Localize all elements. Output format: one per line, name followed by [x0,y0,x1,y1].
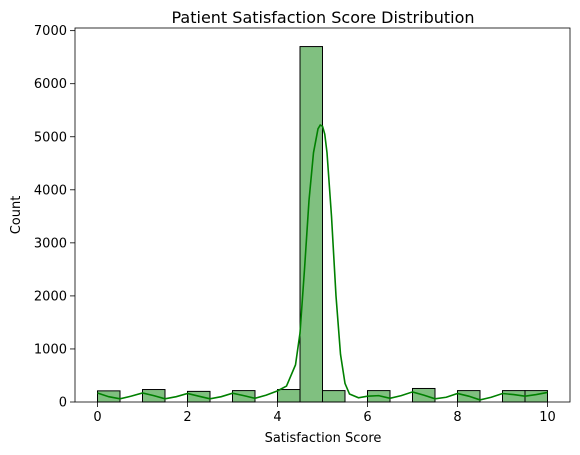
x-axis-label: Satisfaction Score [265,431,382,446]
x-tick-label: 6 [363,410,371,425]
x-tick-label: 8 [453,410,461,425]
histogram-bar [322,390,346,403]
y-tick-label: 4000 [34,183,67,198]
y-tick-label: 5000 [34,130,67,145]
x-axis: 0 2 4 6 8 10 [93,402,556,425]
histogram-bar [299,46,323,403]
x-tick-label: 0 [93,410,101,425]
histogram-bar [277,389,301,403]
chart-title: Patient Satisfaction Score Distribution [171,8,474,27]
y-tick-label: 7000 [34,24,67,39]
y-axis: 0 1000 2000 3000 4000 5000 6000 7000 [34,24,75,411]
y-tick-label: 1000 [34,342,67,357]
y-tick-label: 6000 [34,77,67,92]
x-tick-label: 2 [183,410,191,425]
x-tick-label: 10 [539,410,556,425]
plot-area [74,27,571,403]
plot-frame [74,27,571,403]
y-tick-label: 3000 [34,236,67,251]
y-tick-label: 2000 [34,289,67,304]
y-tick-label: 0 [59,396,67,411]
kde-curve [97,124,548,401]
y-axis-label: Count [9,196,24,235]
x-tick-label: 4 [273,410,281,425]
